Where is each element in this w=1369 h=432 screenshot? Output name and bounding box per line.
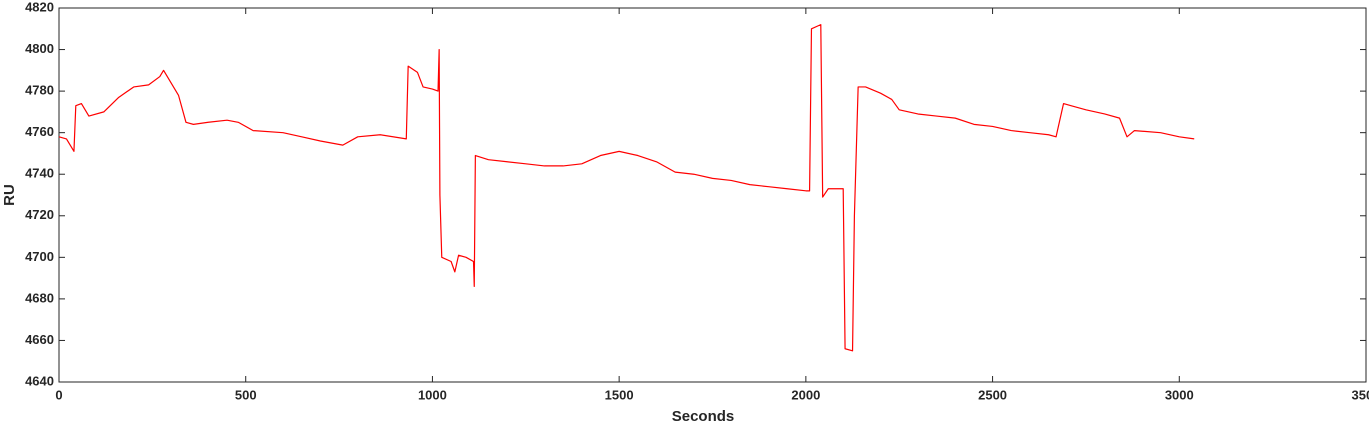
y-tick-label: 4820 <box>25 0 54 14</box>
y-tick-label: 4680 <box>25 290 54 305</box>
y-axis-label: RU <box>1 184 18 206</box>
x-tick-label: 500 <box>235 387 257 402</box>
x-tick-label: 2500 <box>978 387 1007 402</box>
x-tick-label: 2000 <box>791 387 820 402</box>
y-tick-label: 4640 <box>25 373 54 388</box>
y-tick-label: 4700 <box>25 249 54 264</box>
y-tick-label: 4740 <box>25 166 54 181</box>
x-tick-label: 3000 <box>1165 387 1194 402</box>
x-axis-label: Seconds <box>672 408 735 425</box>
data-line <box>58 24 1195 352</box>
x-tick-label: 1000 <box>418 387 447 402</box>
y-tick-label: 4760 <box>25 124 54 139</box>
y-tick-label: 4660 <box>25 332 54 347</box>
y-tick-label: 4800 <box>25 41 54 56</box>
x-tick-label: 0 <box>55 387 62 402</box>
y-tick-label: 4720 <box>25 207 54 222</box>
x-tick-label: 3500 <box>1352 387 1369 402</box>
plot-area <box>58 7 1367 383</box>
y-tick-label: 4780 <box>25 83 54 98</box>
x-tick-label: 1500 <box>605 387 634 402</box>
